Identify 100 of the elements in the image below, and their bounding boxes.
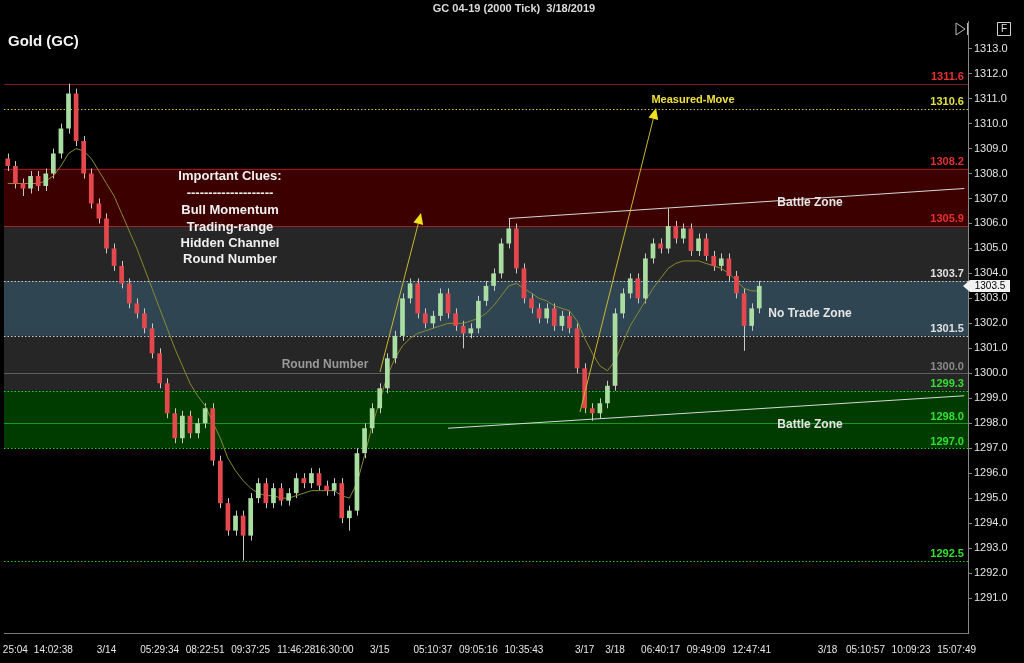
y-tick-label: 1312.0 bbox=[974, 66, 1008, 79]
x-tick-label: 10:35:43 bbox=[504, 643, 544, 655]
band-label: Battle Zone bbox=[777, 416, 843, 431]
x-tick-label: 3/18 bbox=[605, 643, 626, 655]
candlestick bbox=[43, 168, 49, 192]
x-tick-label: 05:29:34 bbox=[140, 643, 180, 655]
x-tick-label: 3/14 bbox=[96, 643, 117, 655]
x-tick-label: 12:47:41 bbox=[732, 643, 772, 655]
candlestick bbox=[309, 467, 314, 489]
x-tick-label: 3/15 bbox=[370, 643, 390, 655]
y-tick-label: 1296.0 bbox=[974, 466, 1008, 479]
candlestick bbox=[438, 287, 443, 322]
y-tick-label: 1305.0 bbox=[974, 241, 1008, 254]
x-tick-label: 05:10:37 bbox=[413, 643, 453, 655]
x-tick-label: 10:09:23 bbox=[891, 643, 931, 655]
candlestick bbox=[749, 302, 755, 332]
y-tick-label: 1291.0 bbox=[974, 591, 1008, 604]
x-tick-label: 06:40:17 bbox=[641, 643, 681, 655]
y-tick-label: 1304.0 bbox=[974, 266, 1008, 279]
candlestick bbox=[134, 297, 140, 319]
candlestick bbox=[544, 302, 550, 324]
x-tick-label: 15:07:49 bbox=[937, 643, 977, 655]
y-tick-label: 1303.0 bbox=[974, 291, 1008, 304]
x-tick-label: 14:02:38 bbox=[33, 643, 74, 655]
candlestick bbox=[377, 382, 383, 414]
y-tick-label: 1311.0 bbox=[974, 91, 1007, 104]
ref-line-label: 1301.5 bbox=[930, 322, 964, 335]
ref-line-label: 1305.9 bbox=[930, 212, 964, 225]
x-tick-label: 3/18 bbox=[817, 643, 838, 655]
ref-line-label: 1303.7 bbox=[930, 267, 964, 280]
candlestick bbox=[422, 307, 428, 329]
candlestick bbox=[453, 307, 458, 332]
x-tick-label: 05:10:57 bbox=[846, 643, 886, 655]
candlestick bbox=[126, 277, 132, 309]
candlestick bbox=[756, 280, 762, 314]
candlestick bbox=[665, 207, 671, 254]
candlestick bbox=[293, 472, 299, 499]
text: Gold (GC) bbox=[8, 32, 79, 50]
y-tick-label: 1298.0 bbox=[974, 416, 1008, 429]
ref-line-label: 1298.0 bbox=[930, 409, 964, 422]
x-tick-label: 16:30:00 bbox=[314, 643, 355, 655]
x-tick-label: 08:22:51 bbox=[185, 643, 226, 655]
y-tick-label: 1300.0 bbox=[974, 366, 1008, 379]
annotation: -------------------- bbox=[186, 184, 274, 200]
annotation: Bull Momentum bbox=[181, 201, 279, 217]
x-tick-label: 09:05:16 bbox=[458, 643, 499, 655]
y-tick-label: 1302.0 bbox=[974, 316, 1008, 329]
y-tick-label: 1295.0 bbox=[974, 491, 1008, 504]
candlestick bbox=[233, 510, 238, 537]
candlestick bbox=[119, 260, 125, 289]
candlestick bbox=[13, 160, 18, 190]
text: 1303.5 bbox=[974, 279, 1006, 291]
x-tick-label: 09:49:09 bbox=[686, 643, 727, 655]
x-tick-label: 11:46:28 bbox=[277, 643, 316, 655]
candlestick bbox=[711, 250, 717, 272]
candlestick bbox=[673, 220, 679, 244]
y-tick-label: 1292.0 bbox=[974, 566, 1008, 579]
candlestick bbox=[50, 148, 56, 180]
ref-line-label: 1292.5 bbox=[930, 547, 964, 560]
candlestick bbox=[734, 270, 739, 299]
y-tick-label: 1308.0 bbox=[974, 166, 1008, 179]
candlestick bbox=[551, 302, 557, 332]
candlestick bbox=[627, 272, 633, 299]
ref-line-label: 1299.3 bbox=[930, 377, 964, 390]
candlestick bbox=[529, 292, 534, 314]
annotation: Important Clues: bbox=[178, 167, 282, 183]
candlestick bbox=[180, 410, 185, 444]
candlestick bbox=[567, 310, 572, 334]
y-tick-label: 1309.0 bbox=[974, 141, 1008, 154]
x-tick-label: 09:37:25 bbox=[231, 643, 271, 655]
candlestick bbox=[142, 307, 147, 334]
annotation: Measured-Move bbox=[651, 92, 735, 105]
candlestick bbox=[255, 477, 261, 504]
annotation: Trading-range bbox=[186, 218, 274, 234]
candlestick bbox=[28, 170, 33, 194]
y-tick-label: 1293.0 bbox=[974, 541, 1008, 554]
candlestick bbox=[506, 217, 512, 249]
candlestick bbox=[620, 287, 625, 319]
candlestick bbox=[271, 482, 276, 509]
text: F bbox=[1000, 22, 1008, 34]
candlestick bbox=[681, 222, 686, 244]
y-tick-label: 1301.0 bbox=[974, 341, 1008, 354]
ref-line-label: 1297.0 bbox=[930, 434, 964, 447]
annotation: Round Number bbox=[281, 356, 369, 371]
candlestick bbox=[195, 417, 200, 439]
y-tick-label: 1294.0 bbox=[974, 516, 1008, 529]
y-tick-label: 1306.0 bbox=[974, 216, 1008, 229]
candlestick bbox=[347, 505, 352, 532]
candlestick bbox=[202, 402, 208, 429]
y-tick-label: 1313.0 bbox=[974, 41, 1008, 54]
candlestick bbox=[635, 272, 641, 304]
y-tick-label: 1299.0 bbox=[974, 391, 1008, 404]
candlestick bbox=[491, 267, 496, 292]
annotation: Round Number bbox=[183, 250, 277, 266]
candlestick bbox=[460, 320, 466, 349]
y-tick-label: 1307.0 bbox=[974, 191, 1008, 204]
x-tick-label: 25:04 bbox=[2, 643, 29, 655]
ref-line-label: 1308.2 bbox=[930, 155, 964, 168]
candlestick bbox=[696, 232, 701, 257]
x-tick-label: 3/17 bbox=[574, 643, 595, 655]
